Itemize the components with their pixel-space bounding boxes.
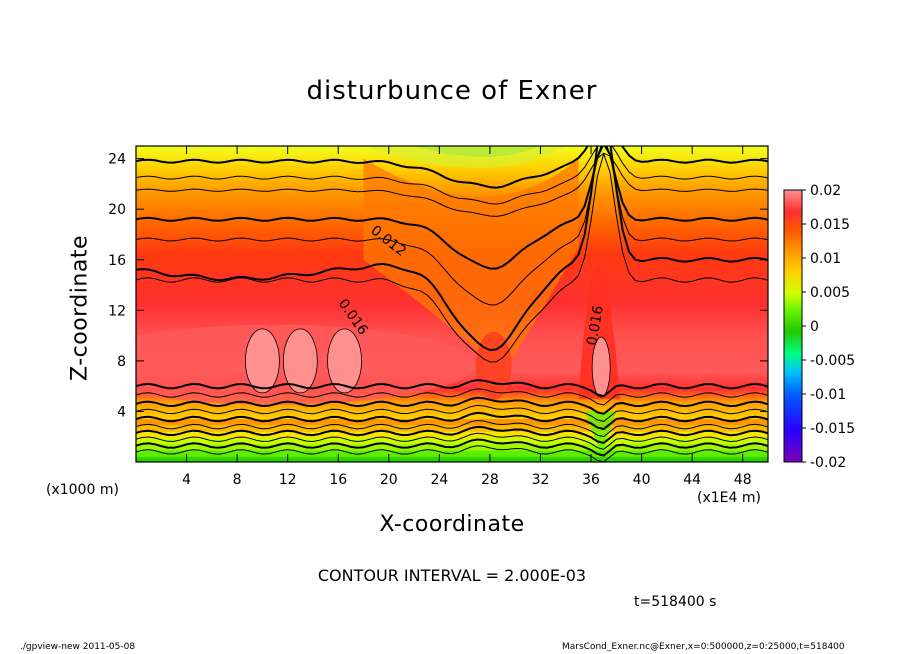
contour-label-0016-right: 0.016 — [584, 304, 607, 346]
x-tick-label: 48 — [734, 472, 752, 488]
surface-dip — [584, 411, 617, 455]
contour-line — [136, 432, 768, 450]
upper-dip-core — [414, 146, 541, 157]
footer-right: MarsCond_Exner.nc@Exner,x=0:500000,z=0:2… — [562, 642, 845, 652]
y-tick-label: 8 — [117, 354, 126, 370]
y-tick-label: 12 — [108, 303, 126, 319]
colorbar: 0.02 0.015 0.01 0.005 0 -0.005 -0.01 -0.015 -0.0… — [783, 183, 855, 471]
colorbar-tick-label: -0.01 — [810, 387, 846, 403]
y-tick-label: 24 — [108, 152, 126, 168]
x-tick-label: 20 — [380, 472, 398, 488]
footer-left: ./gpview-new 2011-05-08 — [20, 642, 136, 652]
y-tick-label: 20 — [108, 202, 126, 218]
colorbar-tick-label: -0.02 — [810, 455, 846, 471]
x-tick-label: 36 — [582, 472, 600, 488]
contour-line — [136, 146, 768, 306]
x-tick-label: 32 — [532, 472, 550, 488]
pink-cell — [244, 328, 280, 394]
x-scale-note: (x1E4 m) — [697, 490, 761, 506]
y-tick-label: 4 — [117, 404, 126, 420]
contour-line — [136, 438, 768, 457]
y-axis-label: Z-coordinate — [67, 235, 93, 381]
contour-line — [136, 388, 768, 406]
contour-line — [136, 146, 768, 270]
x-axis-label: X-coordinate — [379, 512, 525, 537]
contour-interval-text: CONTOUR INTERVAL = 2.000E-03 — [317, 566, 587, 585]
colorbar-tick-label: -0.005 — [810, 353, 855, 369]
y-tick-label: 16 — [108, 253, 126, 269]
central-gap — [475, 331, 512, 400]
colorbar-tick-label: 0.01 — [810, 251, 841, 267]
x-tick-label: 16 — [329, 472, 347, 488]
colorbar-tick-label: -0.015 — [810, 421, 855, 437]
x-tick-label: 44 — [683, 472, 701, 488]
pink-cell — [282, 328, 318, 394]
x-axis: 4 8 12 16 20 24 28 32 36 40 44 48 — [182, 146, 752, 488]
time-label: t=518400 s — [634, 594, 717, 610]
x-tick-label: 4 — [182, 472, 191, 488]
pink-cell — [327, 328, 362, 394]
contour-line — [136, 146, 768, 352]
colorbar-tick-label: 0 — [810, 319, 819, 335]
y-axis: 4 8 12 16 20 24 — [108, 152, 768, 420]
contour-line — [136, 379, 768, 398]
contour-line — [136, 152, 768, 363]
colorbar-tick-label: 0.005 — [810, 285, 850, 301]
x-tick-label: 12 — [279, 472, 297, 488]
contour-line — [136, 146, 768, 205]
x-tick-label: 8 — [233, 472, 242, 488]
plot-frame — [135, 145, 769, 463]
contour-line — [136, 152, 768, 217]
x-unit-note: (x1000 m) — [46, 482, 119, 498]
right-pink-cell — [591, 336, 611, 398]
contour-line — [136, 411, 768, 431]
contour-line — [136, 146, 768, 189]
contour-line — [136, 425, 768, 444]
contour-line — [136, 445, 768, 462]
low-level-band — [136, 419, 768, 426]
x-tick-label: 28 — [481, 472, 499, 488]
colorbar-tick-label: 0.015 — [810, 217, 850, 233]
x-tick-label: 40 — [633, 472, 651, 488]
chart-title: disturbunce of Exner — [306, 76, 598, 106]
x-tick-label: 24 — [430, 472, 448, 488]
colorbar-tick-label: 0.02 — [810, 183, 841, 199]
contour-line — [136, 404, 768, 422]
contour-plot — [136, 146, 768, 462]
contour-line — [136, 396, 768, 415]
colorbar-gradient — [783, 189, 803, 463]
contour-line — [136, 419, 768, 438]
upper-wedge — [363, 158, 579, 374]
